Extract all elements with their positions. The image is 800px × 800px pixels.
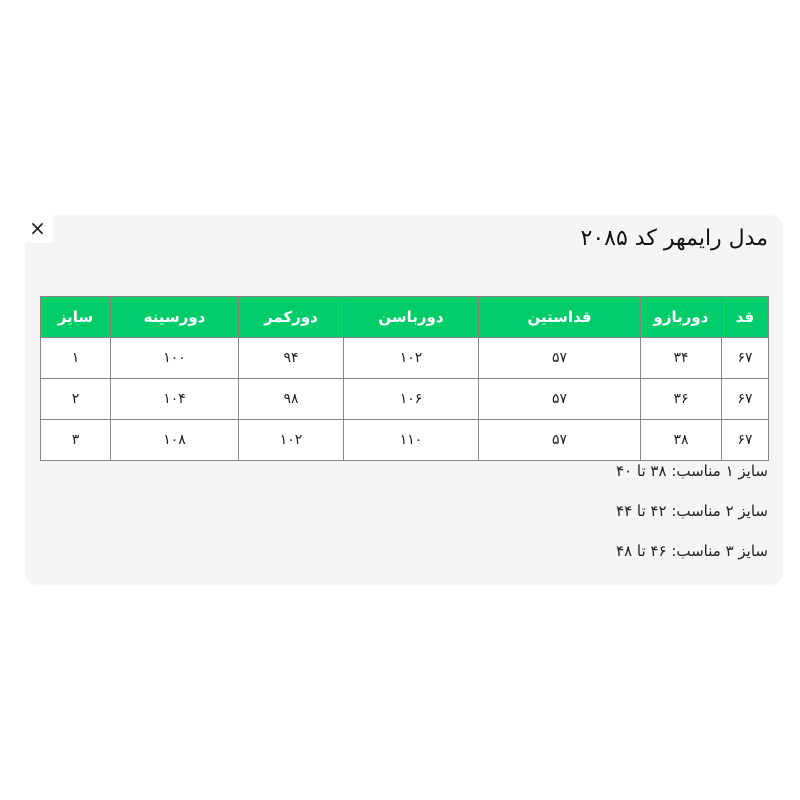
table-row: ۶۷ ۳۸ ۵۷ ۱۱۰ ۱۰۲ ۱۰۸ ۳ bbox=[40, 419, 769, 461]
header-chest: دورسینه bbox=[110, 296, 239, 338]
table-cell: ۱۰۴ bbox=[110, 378, 239, 420]
size-note: سایز ۲ مناسب: ۴۲ تا ۴۴ bbox=[616, 502, 768, 520]
table-cell: ۱۰۲ bbox=[343, 337, 479, 379]
header-hip: دورباسن bbox=[343, 296, 479, 338]
table-cell: ۵۷ bbox=[478, 337, 641, 379]
table-cell: ۱۰۸ bbox=[110, 419, 239, 461]
header-size: سایز bbox=[40, 296, 111, 338]
table-row: ۶۷ ۳۴ ۵۷ ۱۰۲ ۹۴ ۱۰۰ ۱ bbox=[40, 337, 769, 379]
table-row: ۶۷ ۳۶ ۵۷ ۱۰۶ ۹۸ ۱۰۴ ۲ bbox=[40, 378, 769, 420]
table-cell: ۱۰۶ bbox=[343, 378, 479, 420]
size-table: قد دوربازو قداستین دورباسن دورکمر دورسین… bbox=[40, 296, 769, 461]
header-waist: دورکمر bbox=[238, 296, 344, 338]
table-cell: ۳ bbox=[40, 419, 111, 461]
table-cell: ۵۷ bbox=[478, 378, 641, 420]
table-header-row: قد دوربازو قداستین دورباسن دورکمر دورسین… bbox=[40, 296, 769, 338]
table-cell: ۶۷ bbox=[721, 337, 769, 379]
size-notes: سایز ۱ مناسب: ۳۸ تا ۴۰ سایز ۲ مناسب: ۴۲ … bbox=[616, 458, 768, 578]
size-note: سایز ۱ مناسب: ۳۸ تا ۴۰ bbox=[616, 462, 768, 480]
table-cell: ۳۴ bbox=[640, 337, 722, 379]
page-title: مدل رایمهر کد ۲۰۸۵ bbox=[580, 226, 768, 251]
table-cell: ۹۴ bbox=[238, 337, 344, 379]
table-cell: ۵۷ bbox=[478, 419, 641, 461]
table-cell: ۳۶ bbox=[640, 378, 722, 420]
size-note: سایز ۳ مناسب: ۴۶ تا ۴۸ bbox=[616, 542, 768, 560]
table-cell: ۱۰۲ bbox=[238, 419, 344, 461]
table-cell: ۲ bbox=[40, 378, 111, 420]
table-cell: ۱ bbox=[40, 337, 111, 379]
table-cell: ۶۷ bbox=[721, 378, 769, 420]
table-cell: ۶۷ bbox=[721, 419, 769, 461]
header-sleeve: قداستین bbox=[478, 296, 641, 338]
header-height: قد bbox=[721, 296, 769, 338]
table-cell: ۱۰۰ bbox=[110, 337, 239, 379]
table-cell: ۹۸ bbox=[238, 378, 344, 420]
close-icon[interactable]: × bbox=[22, 212, 53, 243]
header-arm: دوربازو bbox=[640, 296, 722, 338]
table-cell: ۱۱۰ bbox=[343, 419, 479, 461]
table-cell: ۳۸ bbox=[640, 419, 722, 461]
